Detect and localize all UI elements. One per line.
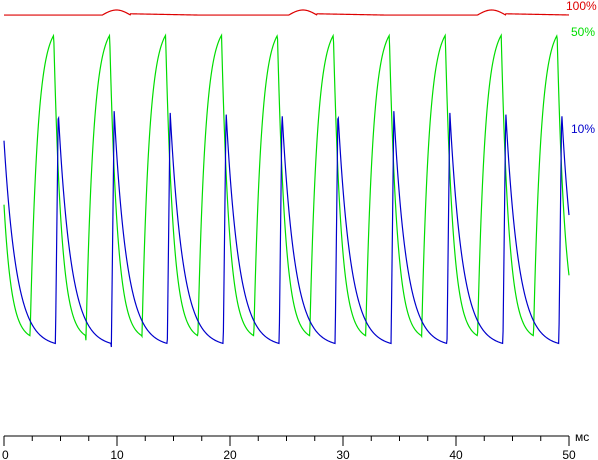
series-line-100: [4, 9, 570, 16]
series-label-50: 50%: [571, 25, 595, 39]
series-labels: 100% 50% 10%: [566, 0, 597, 136]
x-tick-label: 20: [223, 448, 237, 460]
plot-series: [3, 9, 570, 348]
series-label-100: 100%: [566, 0, 597, 13]
x-ticks: 0 10 20 30 40 50: [2, 436, 576, 460]
x-tick-label: 40: [449, 448, 463, 460]
x-axis: 0 10 20 30 40 50 мс: [2, 430, 589, 460]
x-tick-label: 10: [110, 448, 124, 460]
series-line-10: [3, 111, 570, 348]
x-tick-label: 0: [2, 448, 9, 460]
x-tick-label: 30: [336, 448, 350, 460]
series-line-50: [3, 33, 570, 341]
x-axis-unit: мс: [575, 430, 589, 444]
x-tick-label: 50: [562, 448, 576, 460]
series-label-10: 10%: [571, 122, 595, 136]
